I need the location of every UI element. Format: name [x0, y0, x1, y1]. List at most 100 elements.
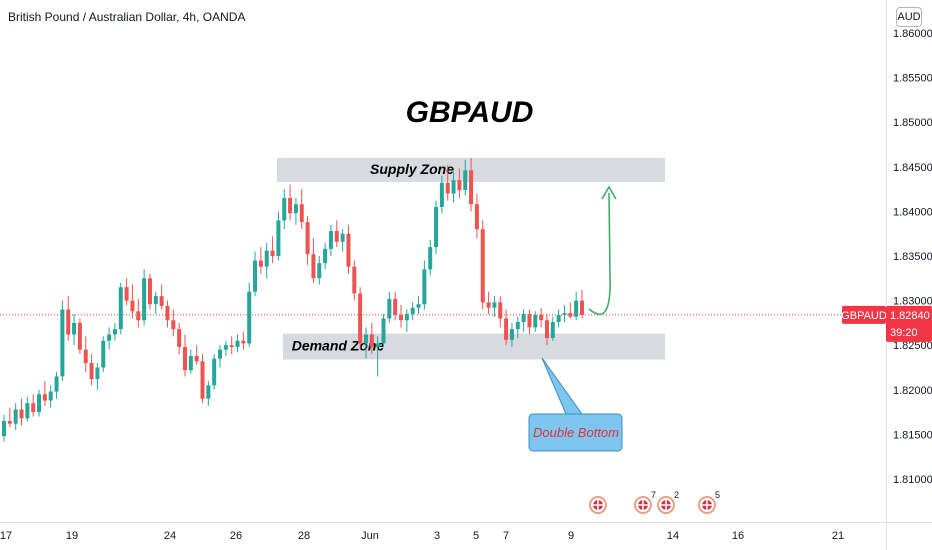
- candle: [19, 398, 24, 426]
- candle: [574, 291, 579, 321]
- last-price-tag[interactable]: GBPAUD 1.82840 39:20: [841, 305, 932, 342]
- candle-body: [381, 318, 386, 344]
- candle: [375, 336, 380, 377]
- candle-body: [416, 304, 421, 308]
- candle-body: [229, 345, 234, 347]
- candle: [428, 239, 433, 276]
- candle: [311, 238, 316, 283]
- candle-body: [118, 287, 123, 330]
- candle-body: [474, 204, 479, 230]
- candle-body: [7, 421, 12, 424]
- price-tick-label: 1.86000: [893, 28, 932, 40]
- candle-body: [480, 229, 485, 303]
- candle: [258, 247, 263, 274]
- candle-body: [445, 182, 450, 194]
- candle: [358, 287, 363, 350]
- candle: [7, 407, 12, 428]
- supply-zone-label: Supply Zone: [370, 161, 454, 177]
- candle-body: [568, 313, 573, 317]
- candle: [369, 322, 374, 355]
- symbol-title: British Pound / Australian Dollar, 4h, O…: [8, 10, 246, 24]
- candle-body: [206, 385, 211, 399]
- candle: [42, 380, 47, 406]
- event-badge-count: 5: [715, 490, 720, 500]
- candle-body: [264, 250, 269, 267]
- event-badge-icon[interactable]: 2: [657, 490, 679, 514]
- candle: [474, 193, 479, 239]
- double-bottom-callout[interactable]: [528, 413, 623, 452]
- candle-body: [83, 349, 88, 364]
- candle-body: [66, 309, 71, 335]
- candle-body: [574, 300, 579, 317]
- candle-body: [363, 334, 368, 344]
- time-axis[interactable]: 17 19 24 26 28 Jun 3 5 7 9 14 16 21 7 2 5: [0, 490, 932, 542]
- candle-body: [288, 198, 293, 214]
- currency-button[interactable]: AUD: [896, 7, 922, 27]
- candle-body: [200, 361, 205, 399]
- event-badge-count: 2: [674, 490, 679, 500]
- candle: [504, 309, 509, 346]
- candle-body: [317, 263, 322, 279]
- candle: [410, 302, 415, 321]
- candle: [159, 284, 164, 310]
- candle: [89, 354, 94, 386]
- candle-body: [37, 394, 42, 413]
- candle: [235, 334, 240, 353]
- candle-body: [13, 409, 18, 424]
- candle: [381, 313, 386, 347]
- price-axis[interactable]: 1.86000 1.85500 1.85000 1.84500 1.84000 1.835…: [841, 0, 932, 550]
- candle: [340, 229, 345, 252]
- candle-body: [188, 355, 193, 371]
- candle: [276, 211, 281, 261]
- time-tick-label: 16: [732, 530, 744, 542]
- projection-arrow[interactable]: [588, 192, 611, 315]
- candle-body: [299, 204, 304, 223]
- symbol-tag: [842, 305, 886, 324]
- last-price-label: 1.82840: [890, 310, 930, 322]
- demand-zone-box[interactable]: [283, 333, 665, 360]
- candle: [77, 318, 82, 355]
- candle: [37, 389, 42, 417]
- event-badge-icon[interactable]: 5: [698, 490, 720, 514]
- candle-body: [54, 376, 59, 392]
- candle-body: [428, 247, 433, 270]
- candle: [48, 385, 53, 408]
- candle: [568, 302, 573, 319]
- candle: [188, 349, 193, 374]
- candle-body: [124, 287, 129, 301]
- candle: [13, 403, 18, 430]
- candle-body: [101, 340, 106, 368]
- candle: [527, 309, 532, 335]
- candle: [451, 171, 456, 203]
- chart-title: GBPAUD: [405, 96, 534, 129]
- candle: [229, 336, 234, 355]
- candle-body: [323, 248, 328, 264]
- candle: [480, 220, 485, 310]
- callout-pointer: [541, 357, 583, 415]
- event-badge-icon[interactable]: 7: [634, 490, 656, 514]
- candles-layer: [0, 157, 886, 442]
- candle-body: [498, 302, 503, 319]
- candle-body: [457, 180, 462, 190]
- candle-body: [182, 346, 187, 371]
- candle-body: [439, 182, 444, 207]
- event-badge-icon[interactable]: [589, 496, 607, 514]
- candle-body: [89, 363, 94, 380]
- time-tick-label: 21: [832, 530, 844, 542]
- candle: [95, 363, 100, 390]
- candle: [253, 251, 258, 297]
- candle-body: [580, 300, 584, 315]
- candle-body: [142, 278, 147, 321]
- candle: [72, 313, 77, 346]
- candle: [334, 220, 339, 248]
- candle-body: [334, 231, 339, 242]
- candle: [556, 309, 561, 328]
- price-tick-label: 1.82000: [893, 385, 932, 397]
- price-tick-label: 1.83500: [893, 251, 932, 263]
- candle-body: [369, 334, 374, 347]
- candle-body: [504, 318, 509, 340]
- candle-body: [112, 329, 117, 335]
- candle: [439, 175, 444, 214]
- candle: [550, 316, 555, 341]
